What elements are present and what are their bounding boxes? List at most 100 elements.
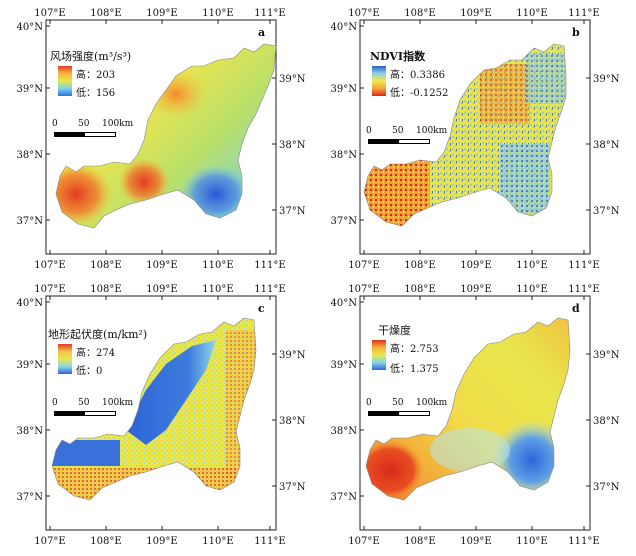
bottom-lon-label: 110°E bbox=[202, 536, 233, 547]
top-lon-label: 107°E bbox=[348, 8, 379, 19]
map-frame: 107°E 108°E 109°E 110°E 111°E 107°E 108°E 109°E… bbox=[331, 284, 620, 547]
legend-low: 低：0 bbox=[76, 366, 103, 377]
top-lon-label: 108°E bbox=[90, 8, 121, 19]
legend-color-bar bbox=[372, 340, 386, 370]
bottom-lon-label: 108°E bbox=[90, 260, 121, 271]
right-lat-label: 38°N bbox=[593, 140, 620, 151]
top-lon-label: 107°E bbox=[34, 284, 65, 295]
right-lat-label: 37°N bbox=[593, 206, 620, 217]
panel-letter: a bbox=[258, 26, 266, 39]
left-lat-label: 39°N bbox=[17, 360, 44, 371]
right-lat-label: 38°N bbox=[279, 416, 306, 427]
right-lat-label: 39°N bbox=[593, 74, 620, 85]
legend-low: 低：-0.1252 bbox=[390, 88, 449, 99]
bottom-lon-label: 111°E bbox=[568, 260, 599, 271]
left-lat-label: 38°N bbox=[17, 150, 44, 161]
left-lat-label: 37°N bbox=[17, 216, 44, 227]
map-panel-aridity: 107°E 108°E 109°E 110°E 111°E 107°E 108°E 109°E… bbox=[320, 280, 620, 550]
top-lon-label: 111°E bbox=[254, 284, 285, 295]
top-lon-label: 108°E bbox=[404, 8, 435, 19]
legend-high: 高：274 bbox=[76, 348, 116, 359]
top-lon-label: 111°E bbox=[254, 8, 285, 19]
left-lat-label: 39°N bbox=[17, 84, 44, 95]
top-lon-label: 111°E bbox=[568, 8, 599, 19]
bottom-lon-label: 108°E bbox=[404, 260, 435, 271]
top-lon-label: 111°E bbox=[568, 284, 599, 295]
top-lon-label: 108°E bbox=[90, 284, 121, 295]
top-lon-label: 109°E bbox=[146, 284, 177, 295]
right-lat-label: 39°N bbox=[593, 350, 620, 361]
region-outline bbox=[51, 317, 257, 501]
left-lat-label: 37°N bbox=[331, 216, 358, 227]
top-lon-label: 107°E bbox=[34, 8, 65, 19]
bottom-lon-label: 107°E bbox=[34, 536, 65, 547]
region-outline bbox=[365, 317, 571, 501]
left-lat-label: 40°N bbox=[17, 22, 44, 33]
map-frame: 107°E 108°E 109°E 110°E 111°E 107°E 108°E 109°E… bbox=[17, 284, 306, 547]
top-lon-label: 109°E bbox=[460, 284, 491, 295]
right-lat-label: 38°N bbox=[593, 416, 620, 427]
map-panel-relief: 107°E 108°E 109°E 110°E 111°E 107°E 108°E 109°E… bbox=[6, 280, 306, 550]
bottom-lon-label: 110°E bbox=[516, 260, 547, 271]
left-lat-label: 37°N bbox=[331, 492, 358, 503]
legend-color-bar bbox=[58, 66, 72, 96]
legend-title: 干燥度 bbox=[378, 324, 411, 337]
region-outline bbox=[55, 43, 277, 229]
bottom-lon-label: 111°E bbox=[254, 260, 285, 271]
legend-color-bar bbox=[58, 344, 72, 374]
legend-high: 高：203 bbox=[76, 70, 116, 81]
bottom-lon-label: 108°E bbox=[90, 536, 121, 547]
right-lat-label: 39°N bbox=[279, 74, 306, 85]
top-lon-label: 110°E bbox=[202, 8, 233, 19]
left-lat-label: 39°N bbox=[331, 84, 358, 95]
panel-letter: c bbox=[258, 302, 265, 315]
left-lat-label: 38°N bbox=[331, 150, 358, 161]
left-lat-label: 38°N bbox=[17, 426, 44, 437]
bottom-lon-label: 110°E bbox=[202, 260, 233, 271]
top-lon-label: 110°E bbox=[516, 8, 547, 19]
legend-title: NDVI指数 bbox=[370, 50, 426, 63]
legend-color-bar bbox=[372, 66, 386, 96]
bottom-lon-label: 111°E bbox=[254, 536, 285, 547]
legend-low: 低：1.375 bbox=[390, 364, 439, 375]
legend-low: 低：156 bbox=[76, 88, 116, 99]
top-lon-label: 110°E bbox=[516, 284, 547, 295]
bottom-lon-label: 111°E bbox=[568, 536, 599, 547]
legend-high: 高：0.3386 bbox=[390, 70, 445, 81]
right-lat-label: 37°N bbox=[279, 482, 306, 493]
bottom-lon-label: 107°E bbox=[348, 536, 379, 547]
map-panel-ndvi: 107°E 108°E 109°E 110°E 111°E 107°E 108°E 109°E… bbox=[320, 4, 620, 274]
map-panel-wind: 107°E 108°E 109°E 110°E 111°E 107°E 108°E 109°E… bbox=[6, 4, 306, 274]
left-lat-label: 39°N bbox=[331, 360, 358, 371]
legend-title: 风场强度(m³/s³) bbox=[50, 50, 132, 63]
bottom-lon-label: 108°E bbox=[404, 536, 435, 547]
bottom-lon-label: 109°E bbox=[146, 536, 177, 547]
bottom-lon-label: 109°E bbox=[460, 536, 491, 547]
bottom-lon-label: 109°E bbox=[460, 260, 491, 271]
map-frame: 107°E 108°E 109°E 110°E 111°E 107°E 108°E 109°E… bbox=[17, 8, 306, 271]
top-lon-label: 109°E bbox=[146, 8, 177, 19]
map-frame: 107°E 108°E 109°E 110°E 111°E 107°E 108°E 109°E… bbox=[331, 8, 620, 271]
right-lat-label: 37°N bbox=[593, 482, 620, 493]
right-lat-label: 39°N bbox=[279, 350, 306, 361]
panel-letter: d bbox=[572, 302, 580, 315]
left-lat-label: 38°N bbox=[331, 426, 358, 437]
left-lat-label: 40°N bbox=[331, 22, 358, 33]
left-lat-label: 37°N bbox=[17, 492, 44, 503]
top-lon-label: 110°E bbox=[202, 284, 233, 295]
bottom-lon-label: 107°E bbox=[348, 260, 379, 271]
top-lon-label: 108°E bbox=[404, 284, 435, 295]
bottom-lon-label: 110°E bbox=[516, 536, 547, 547]
top-lon-label: 107°E bbox=[348, 284, 379, 295]
left-lat-label: 40°N bbox=[17, 298, 44, 309]
graticule-ticks: 107°E 108°E 109°E 110°E 111°E 107°E 108°E 109°E… bbox=[17, 284, 306, 547]
region-outline bbox=[363, 43, 567, 227]
legend-title: 地形起伏度(m/km²) bbox=[48, 328, 148, 341]
top-lon-label: 109°E bbox=[460, 8, 491, 19]
legend-high: 高：2.753 bbox=[390, 344, 439, 355]
graticule-ticks: 107°E 108°E 109°E 110°E 111°E 107°E 108°E 109°E… bbox=[17, 8, 306, 271]
right-lat-label: 37°N bbox=[279, 206, 306, 217]
graticule-ticks: 107°E 108°E 109°E 110°E 111°E 107°E 108°E 109°E… bbox=[331, 8, 620, 271]
bottom-lon-label: 107°E bbox=[34, 260, 65, 271]
left-lat-label: 40°N bbox=[331, 298, 358, 309]
